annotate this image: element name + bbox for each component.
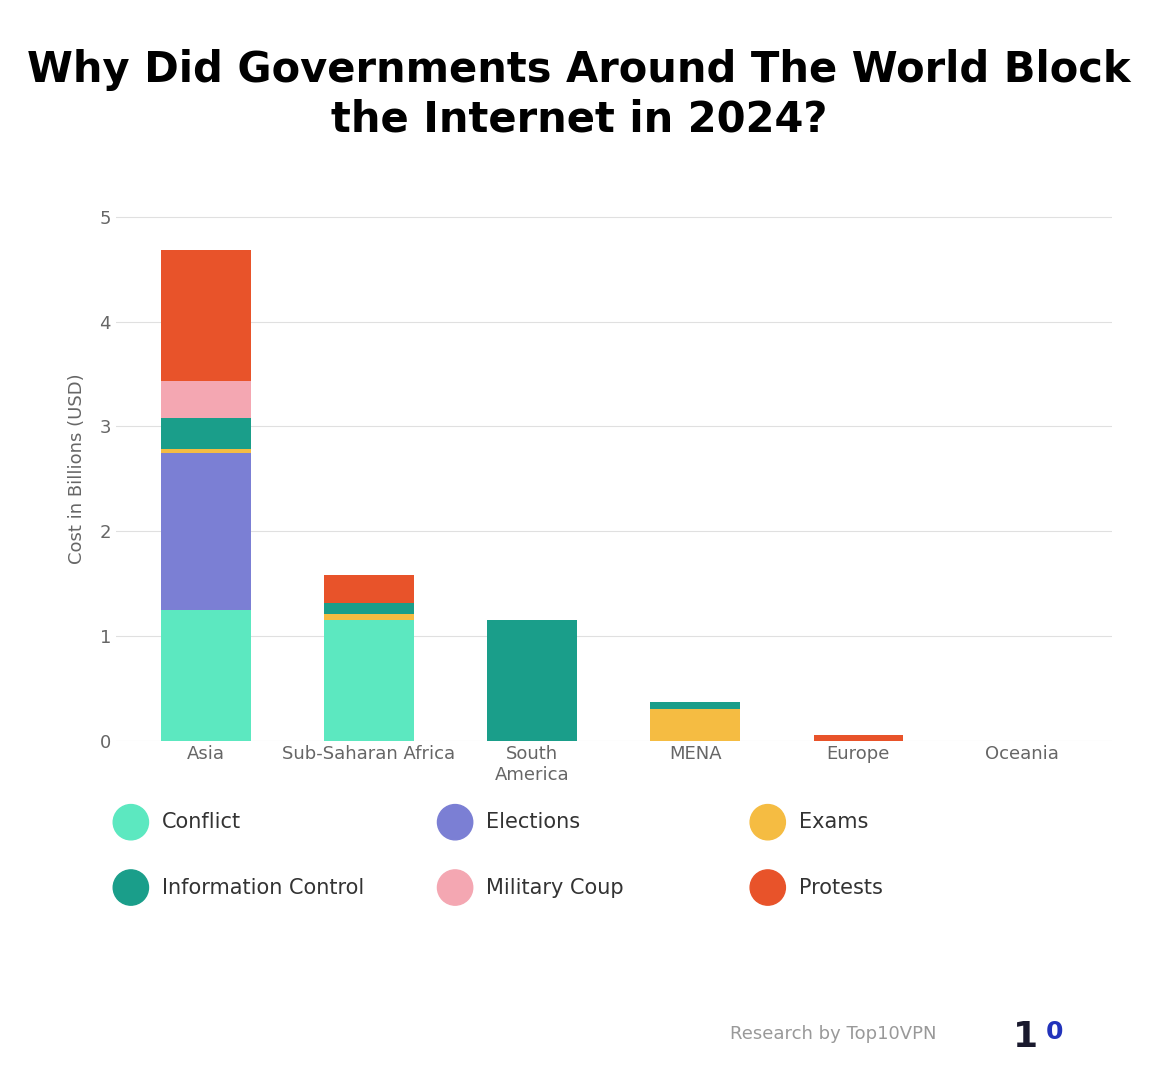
Text: 1: 1 [1013, 1020, 1039, 1054]
Text: 0: 0 [1046, 1019, 1064, 1044]
Circle shape [750, 805, 785, 840]
Text: Research by Top10VPN: Research by Top10VPN [730, 1025, 936, 1043]
Circle shape [438, 870, 472, 905]
Bar [324, 614, 413, 620]
Bar [324, 603, 413, 614]
Bar [161, 381, 251, 418]
Text: Elections: Elections [486, 812, 580, 832]
Bar [814, 735, 903, 741]
Text: Why Did Governments Around The World Block: Why Did Governments Around The World Blo… [28, 49, 1130, 91]
Text: Military Coup: Military Coup [486, 878, 624, 897]
Bar [324, 620, 413, 741]
Text: Protests: Protests [799, 878, 882, 897]
Text: the Internet in 2024?: the Internet in 2024? [331, 98, 827, 140]
Circle shape [113, 805, 148, 840]
Bar [161, 610, 251, 741]
Text: Exams: Exams [799, 812, 868, 832]
Circle shape [438, 805, 472, 840]
Circle shape [113, 870, 148, 905]
Bar [651, 709, 740, 741]
Bar [161, 418, 251, 450]
Text: Information Control: Information Control [162, 878, 365, 897]
Bar [161, 453, 251, 610]
Text: Conflict: Conflict [162, 812, 241, 832]
Bar [488, 620, 577, 741]
Bar [161, 450, 251, 453]
Bar [161, 250, 251, 381]
Circle shape [750, 870, 785, 905]
Bar [651, 701, 740, 709]
Y-axis label: Cost in Billions (USD): Cost in Billions (USD) [67, 372, 86, 564]
Bar [324, 575, 413, 603]
